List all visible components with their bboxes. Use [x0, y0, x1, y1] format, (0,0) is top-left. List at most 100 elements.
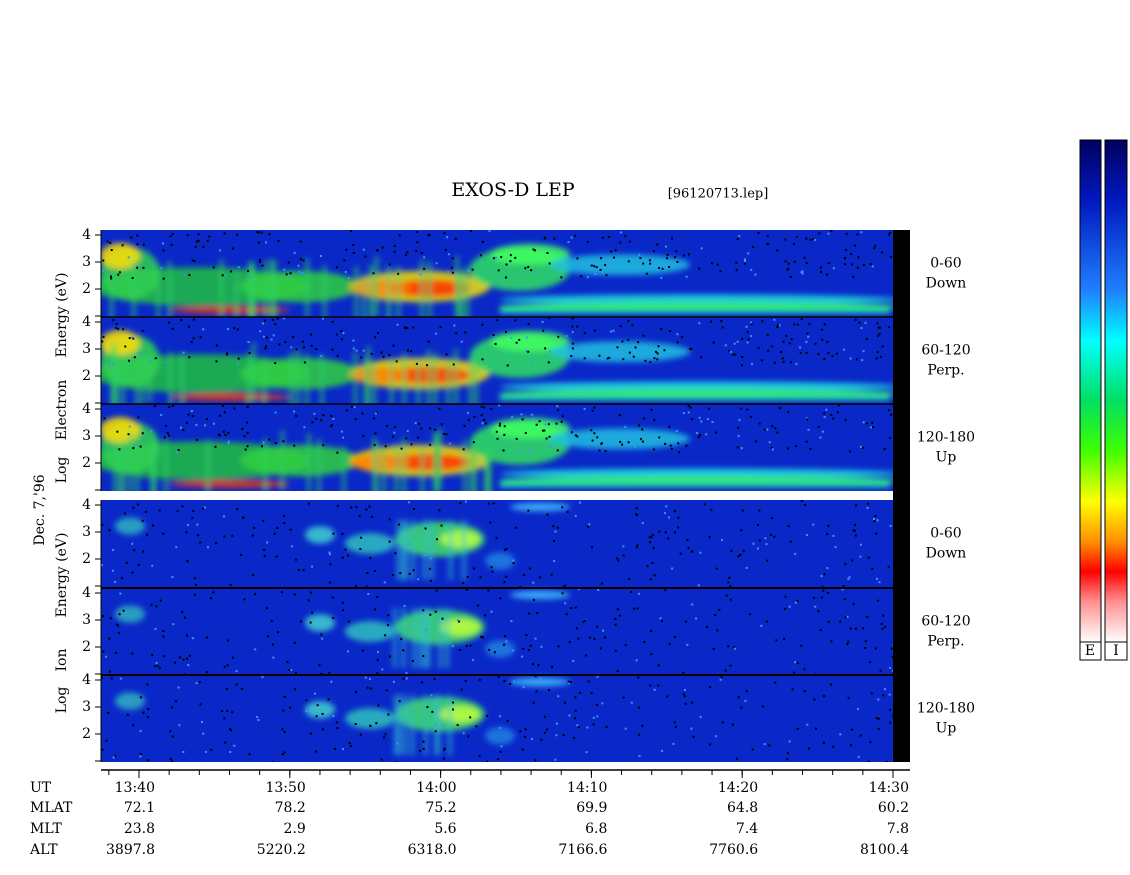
- noise: [243, 598, 246, 601]
- noise: [657, 684, 660, 687]
- noise: [593, 406, 596, 409]
- noise: [297, 568, 300, 571]
- noise: [315, 715, 318, 718]
- noise: [417, 436, 420, 439]
- noise: [734, 353, 737, 356]
- noise: [183, 616, 186, 619]
- noise: [186, 523, 189, 526]
- noise: [792, 242, 795, 245]
- noise: [360, 356, 363, 359]
- noise: [775, 639, 778, 642]
- noise: [122, 609, 125, 612]
- flux-spike: [473, 433, 477, 491]
- noise: [414, 422, 417, 425]
- noise: [440, 524, 443, 527]
- noise: [521, 418, 524, 421]
- noise: [812, 523, 815, 526]
- noise: [803, 689, 806, 692]
- noise: [162, 277, 165, 280]
- noise: [851, 728, 854, 731]
- noise: [451, 271, 454, 274]
- noise: [137, 416, 140, 419]
- noise: [193, 259, 196, 262]
- noise: [602, 629, 605, 632]
- noise: [527, 323, 530, 326]
- noise: [719, 678, 722, 681]
- noise: [256, 715, 259, 718]
- noise: [859, 543, 862, 546]
- noise: [803, 256, 806, 259]
- noise: [488, 648, 491, 651]
- noise: [700, 247, 703, 250]
- noise: [761, 320, 764, 323]
- noise: [712, 647, 715, 650]
- noise: [551, 666, 554, 669]
- noise: [522, 647, 525, 650]
- noise: [241, 687, 244, 690]
- noise: [877, 326, 880, 329]
- noise: [288, 669, 291, 672]
- noise: [813, 239, 816, 242]
- noise: [191, 517, 194, 520]
- noise: [215, 360, 218, 363]
- noise: [137, 563, 140, 566]
- noise: [467, 269, 470, 272]
- noise: [473, 415, 476, 418]
- noise: [318, 664, 321, 667]
- noise: [217, 433, 220, 436]
- noise: [666, 695, 669, 698]
- noise: [622, 554, 625, 557]
- noise: [481, 358, 484, 361]
- noise: [729, 350, 732, 353]
- noise: [427, 340, 430, 343]
- noise: [310, 591, 313, 594]
- noise: [268, 438, 271, 441]
- flux-spike: [148, 342, 152, 403]
- noise: [800, 500, 803, 503]
- noise: [543, 715, 546, 718]
- noise: [599, 647, 602, 650]
- noise: [287, 261, 290, 264]
- noise: [332, 715, 335, 718]
- noise: [221, 710, 224, 713]
- noise: [754, 273, 757, 276]
- flux-region: [350, 453, 410, 471]
- noise: [257, 718, 260, 721]
- y-tick-label: 2: [82, 281, 91, 297]
- noise: [765, 543, 768, 546]
- noise: [125, 561, 128, 564]
- noise: [875, 717, 878, 720]
- noise: [188, 356, 191, 359]
- noise: [814, 342, 817, 345]
- noise: [399, 572, 402, 575]
- noise: [367, 592, 370, 595]
- noise: [862, 264, 865, 267]
- noise: [571, 331, 574, 334]
- noise: [303, 426, 306, 429]
- noise: [879, 669, 882, 672]
- noise: [700, 420, 703, 423]
- noise: [882, 614, 885, 617]
- noise: [481, 323, 484, 326]
- noise: [719, 270, 722, 273]
- noise: [193, 577, 196, 580]
- noise: [878, 333, 881, 336]
- noise: [740, 706, 743, 709]
- noise: [593, 432, 596, 435]
- noise: [541, 320, 544, 323]
- noise: [530, 413, 533, 416]
- noise: [382, 355, 385, 358]
- noise: [657, 664, 660, 667]
- noise: [503, 581, 506, 584]
- noise: [520, 413, 523, 416]
- flux-spike: [364, 356, 368, 417]
- noise: [352, 347, 355, 350]
- noise: [532, 701, 535, 704]
- noise: [774, 427, 777, 430]
- noise: [359, 547, 362, 550]
- noise: [444, 248, 447, 251]
- noise: [486, 760, 489, 762]
- noise: [138, 352, 141, 355]
- noise: [330, 425, 333, 428]
- noise: [272, 656, 275, 659]
